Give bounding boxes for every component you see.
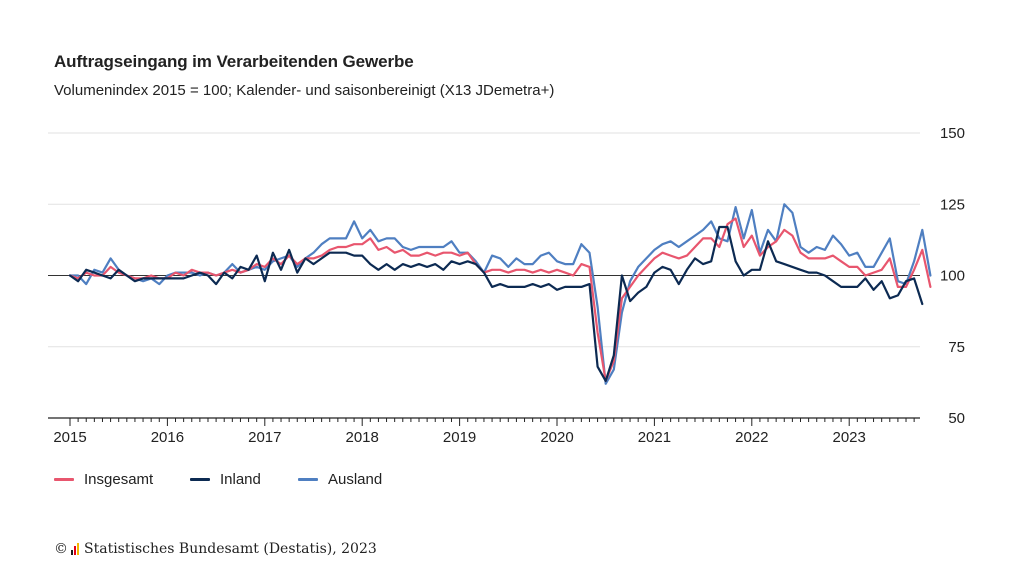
legend-label-inland: Inland bbox=[220, 471, 261, 488]
y-tick-label: 100 bbox=[940, 268, 965, 285]
copyright-symbol: © bbox=[54, 541, 68, 557]
chart-subtitle: Volumenindex 2015 = 100; Kalender- und s… bbox=[54, 82, 555, 99]
y-tick-label: 50 bbox=[948, 410, 965, 427]
legend-swatch-insgesamt bbox=[54, 478, 74, 481]
destatis-logo-icon bbox=[71, 543, 79, 555]
x-tick-label: 2015 bbox=[53, 429, 86, 446]
y-tick-label: 150 bbox=[940, 125, 965, 142]
series-line-insgesamt bbox=[68, 217, 932, 382]
x-tick-label: 2021 bbox=[638, 429, 671, 446]
y-tick-label: 125 bbox=[940, 196, 965, 213]
x-axis: 2015 2016 2017 2018 2019 2020 2021 2022 2023 bbox=[48, 417, 920, 446]
chart-title: Auftragseingang im Verarbeitenden Gewerb… bbox=[54, 52, 414, 71]
legend-item-ausland: Ausland bbox=[298, 471, 382, 488]
legend-item-insgesamt: Insgesamt bbox=[54, 471, 153, 488]
x-tick-label: 2016 bbox=[151, 429, 184, 446]
y-tick-label: 75 bbox=[948, 339, 965, 356]
legend-swatch-inland bbox=[190, 478, 210, 481]
series-line-ausland bbox=[68, 203, 932, 385]
legend-label-insgesamt: Insgesamt bbox=[84, 471, 154, 488]
gridlines bbox=[48, 132, 920, 348]
x-tick-label: 2022 bbox=[735, 429, 768, 446]
x-tick-label: 2023 bbox=[833, 429, 866, 446]
source-text: Statistisches Bundesamt (Destatis), 2023 bbox=[84, 541, 377, 557]
x-tick-label: 2018 bbox=[346, 429, 379, 446]
legend-swatch-ausland bbox=[298, 478, 318, 481]
x-tick-label: 2017 bbox=[248, 429, 281, 446]
legend-label-ausland: Ausland bbox=[328, 471, 383, 488]
series-line-inland bbox=[68, 225, 924, 382]
legend-item-inland: Inland bbox=[190, 471, 261, 488]
y-axis: 50 75 100 125 150 bbox=[940, 125, 965, 427]
x-tick-label: 2020 bbox=[540, 429, 573, 446]
series-layer bbox=[68, 203, 932, 385]
source-note: © Statistisches Bundesamt (Destatis), 20… bbox=[54, 541, 377, 557]
x-tick-label: 2019 bbox=[443, 429, 476, 446]
